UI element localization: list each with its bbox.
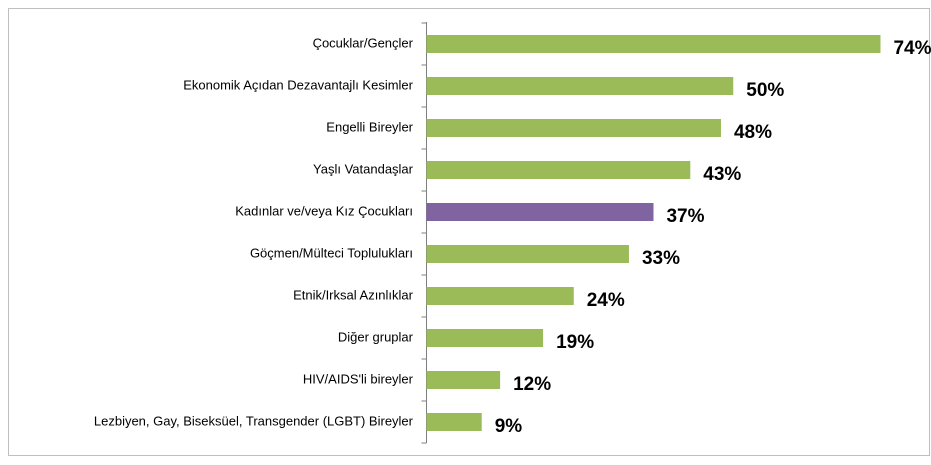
data-label: 37% [666, 206, 704, 227]
category-label: Göçmen/Mülteci Toplulukları [250, 245, 413, 260]
category-label: Çocuklar/Gençler [313, 35, 414, 50]
bar [426, 245, 629, 263]
chart-border [8, 8, 930, 456]
data-label: 9% [495, 416, 523, 437]
data-label: 33% [642, 248, 680, 269]
data-label: 74% [893, 38, 931, 59]
data-label: 24% [587, 290, 625, 311]
category-label: Kadınlar ve/veya Kız Çocukları [235, 203, 413, 218]
bar [426, 77, 734, 95]
bar [426, 371, 501, 389]
data-label: 48% [734, 122, 772, 143]
data-label: 43% [703, 164, 741, 185]
bar [426, 119, 721, 137]
data-label: 12% [513, 374, 551, 395]
data-label: 50% [746, 80, 784, 101]
bar [426, 161, 691, 179]
bar [426, 203, 654, 221]
bar [426, 287, 574, 305]
category-label: Engelli Bireyler [326, 119, 413, 134]
category-label: Lezbiyen, Gay, Biseksüel, Transgender (L… [94, 413, 414, 428]
bar [426, 329, 544, 347]
category-label: HIV/AIDS'li bireyler [303, 371, 414, 386]
data-label: 19% [556, 332, 594, 353]
category-label: Ekonomik Açıdan Dezavantajlı Kesimler [183, 77, 413, 92]
bar [426, 35, 881, 53]
bar [426, 413, 482, 431]
category-label: Yaşlı Vatandaşlar [313, 161, 414, 176]
category-label: Etnik/Irksal Azınlıklar [293, 287, 414, 302]
category-label: Diğer gruplar [338, 329, 414, 344]
